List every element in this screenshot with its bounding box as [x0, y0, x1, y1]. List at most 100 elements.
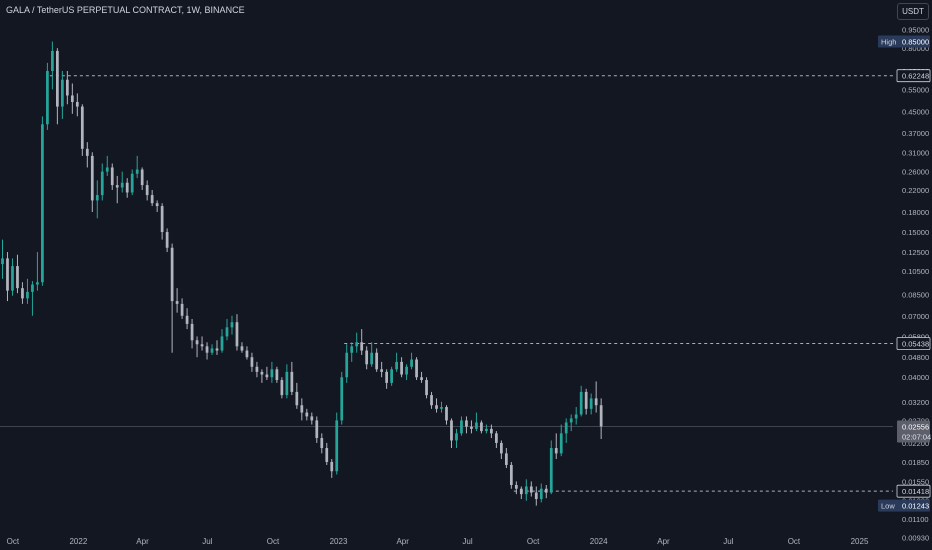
candle-body — [230, 322, 234, 328]
candle-body — [360, 342, 364, 351]
candle — [554, 433, 558, 460]
candle — [41, 116, 44, 286]
price-tick-label: 0.18000 — [902, 208, 929, 217]
candle — [250, 352, 254, 372]
candle-body — [240, 346, 244, 351]
candle — [450, 418, 453, 449]
time-axis[interactable]: Oct 2022 Apr Jul Oct 2023 Apr Jul Oct 2024 Apr Jul O… — [7, 537, 869, 546]
candle-body — [80, 106, 84, 149]
candle-body — [584, 391, 588, 409]
currency-button[interactable]: USDT — [897, 3, 929, 20]
price-tick-label: 0.12500 — [902, 248, 929, 257]
price-axis[interactable]: 1.150000.950000.800000.650000.550000.450… — [902, 4, 929, 542]
time-tick-label: 2024 — [590, 537, 608, 546]
candle — [315, 416, 319, 443]
candle — [235, 314, 239, 351]
candle-body — [524, 486, 528, 495]
candle-body — [599, 405, 603, 427]
candle — [410, 352, 413, 370]
candle — [569, 414, 573, 432]
candle — [290, 361, 294, 396]
candle — [150, 189, 154, 207]
price-tick-label: 0.37000 — [902, 129, 929, 138]
candle — [100, 163, 104, 201]
candle — [130, 169, 134, 196]
candle — [400, 357, 403, 378]
price-tick-label: 0.26000 — [902, 168, 929, 177]
candle-body — [185, 315, 189, 324]
candle — [310, 412, 314, 425]
candle-body — [405, 366, 408, 375]
candle — [1, 239, 4, 279]
candle — [105, 155, 109, 176]
candle-body — [85, 148, 89, 156]
candle — [60, 70, 64, 119]
candle-body — [115, 185, 119, 188]
candle — [335, 412, 339, 475]
candle-body — [145, 185, 149, 196]
countdown-value: 02:07:04 — [902, 432, 931, 441]
candle-body — [255, 366, 259, 372]
candle — [210, 344, 214, 355]
candle-body — [200, 344, 204, 347]
price-tick-label: 0.01850 — [902, 458, 929, 467]
price-tick-label: 0.15000 — [902, 228, 929, 237]
candle — [46, 62, 49, 130]
candle-body — [345, 352, 349, 378]
candle — [529, 481, 533, 497]
candle — [16, 254, 19, 294]
price-tick-label: 0.01550 — [902, 477, 929, 486]
level-price-label-box — [896, 337, 931, 350]
candle-body — [355, 342, 359, 347]
candle — [559, 424, 563, 457]
candle — [589, 393, 593, 415]
high-label-box — [878, 35, 930, 48]
candle — [295, 382, 299, 409]
candle-body — [330, 461, 334, 472]
candle-body — [485, 428, 488, 432]
candle — [355, 332, 359, 353]
candle — [180, 298, 184, 319]
candle-body — [340, 377, 344, 421]
candle-body — [165, 232, 169, 248]
candle-body — [544, 488, 548, 493]
candle-body — [315, 420, 319, 439]
candle — [579, 385, 583, 417]
price-tick-label: 0.01100 — [902, 515, 929, 524]
candle-body — [110, 167, 114, 186]
candle — [270, 361, 274, 383]
candle-body — [6, 258, 9, 291]
high-label-value: 0.85000 — [902, 37, 929, 46]
candle-body — [465, 420, 468, 427]
candle-body — [579, 391, 583, 415]
price-tick-label: 0.55000 — [902, 85, 929, 94]
candle-body — [36, 282, 39, 285]
candle — [475, 412, 478, 432]
candle-body — [370, 352, 374, 365]
candle — [175, 288, 179, 313]
candle-body — [250, 357, 254, 367]
candle — [485, 424, 488, 434]
candle-body — [400, 361, 403, 375]
candle — [375, 348, 379, 372]
candle — [480, 420, 483, 434]
candle — [330, 459, 334, 478]
candle-body — [350, 346, 354, 353]
candle-body — [95, 195, 99, 201]
candles-layer — [1, 41, 603, 506]
candle-body — [235, 322, 239, 347]
candle-body — [11, 266, 14, 291]
time-tick-label: Apr — [136, 537, 149, 546]
candle — [200, 336, 204, 351]
candle — [490, 424, 493, 439]
low-label-value: 0.01243 — [902, 502, 929, 511]
candle — [495, 431, 498, 449]
candle-body — [190, 323, 194, 341]
candle — [145, 180, 149, 201]
candle-body — [460, 420, 463, 434]
level-price-label: 0.05438 — [896, 337, 931, 350]
candle-body — [175, 301, 179, 304]
candle — [519, 486, 523, 500]
